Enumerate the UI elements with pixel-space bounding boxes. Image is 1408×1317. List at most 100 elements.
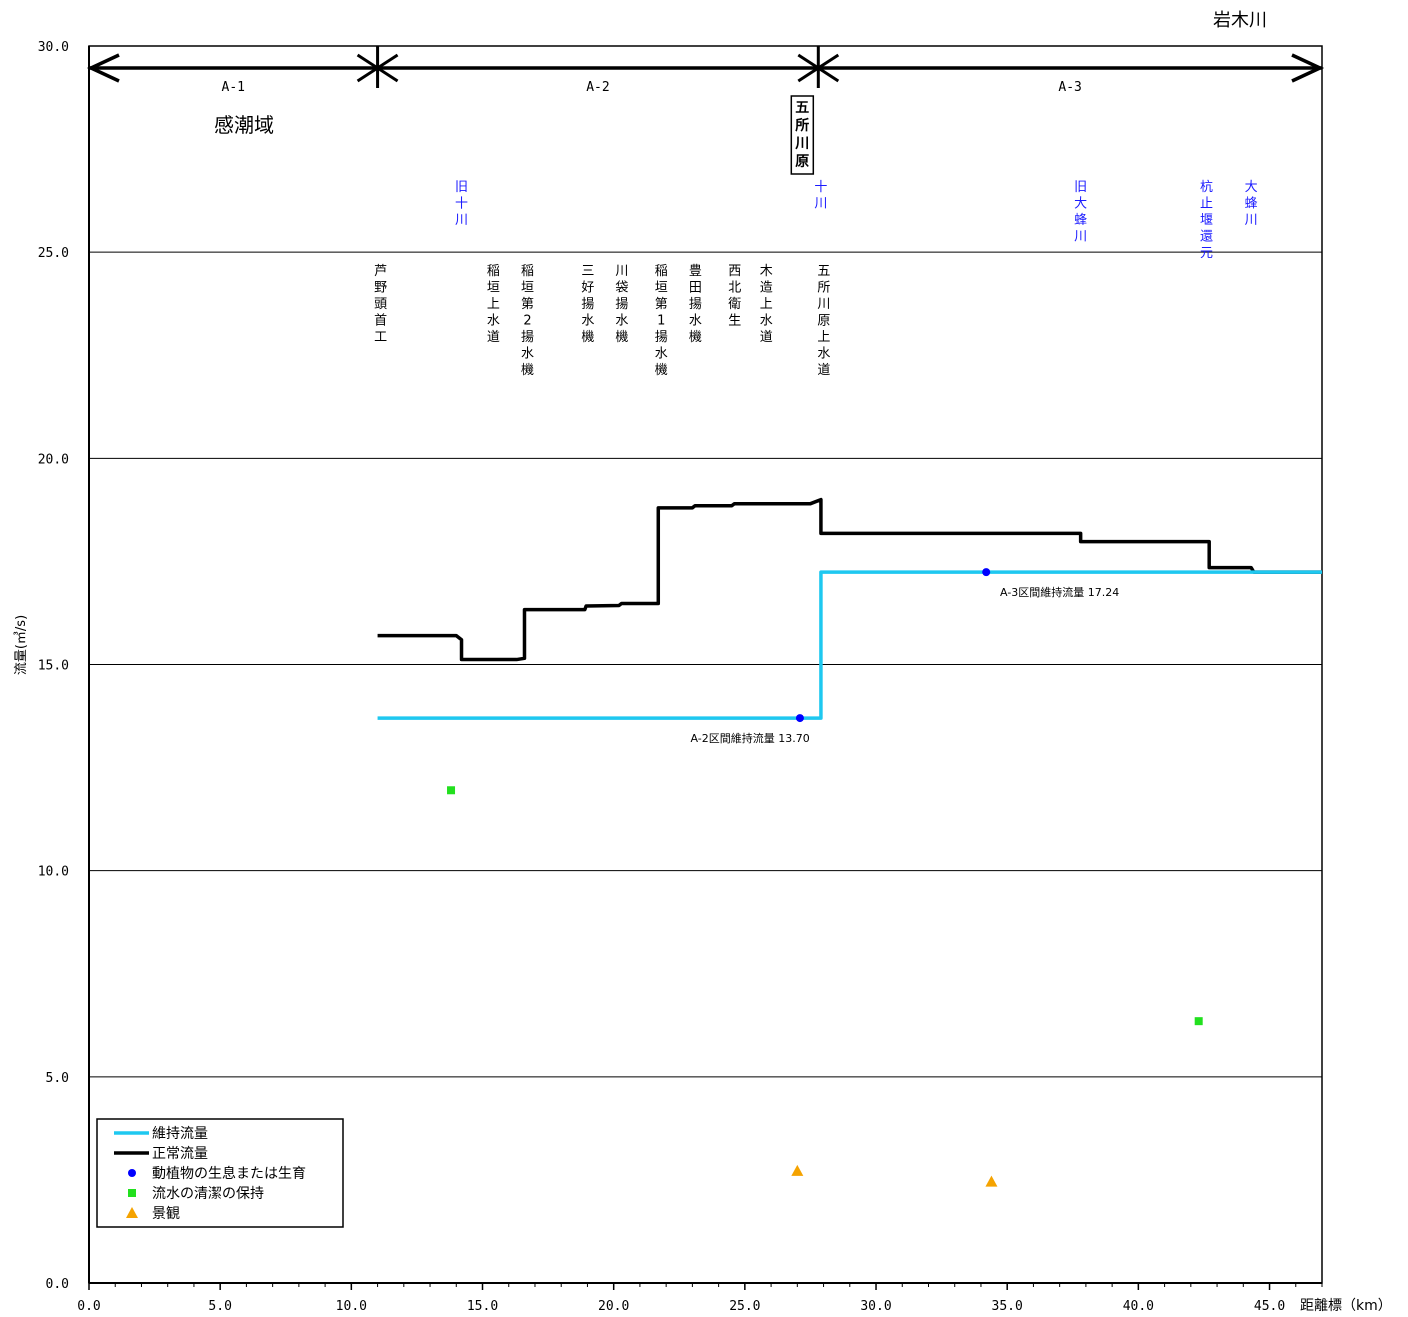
tidal-zone-label: 感潮域 [214, 113, 274, 137]
boxed-label-char: 川 [794, 136, 809, 152]
intake-label: 道 [760, 330, 773, 345]
intake-label: 稲 [521, 264, 534, 279]
tributary-label: 堰 [1200, 213, 1213, 228]
intake-label: 道 [817, 363, 830, 378]
legend-box [96, 1118, 344, 1228]
habitat-marker [795, 714, 804, 723]
x-tick-label: 20.0 [598, 1299, 629, 1314]
tributary-label: 十 [455, 197, 468, 212]
intake-label: 揚 [655, 329, 668, 345]
boxed-label-char: 原 [795, 154, 809, 170]
landscape-marker [985, 1175, 998, 1187]
intake-label: 機 [689, 330, 702, 345]
intake-label: 垣 [655, 281, 668, 296]
y-axis-label: 流量(㎥/s) [14, 615, 29, 675]
intake-label: 三 [581, 264, 594, 279]
tributary-label: 還 [1200, 230, 1213, 245]
intake-label: 西 [728, 264, 741, 279]
habitat-marker [982, 568, 991, 577]
intake-label: 垣 [487, 281, 500, 296]
tributary-label: 杭 [1200, 180, 1213, 195]
tributary-label: 蜂 [1245, 197, 1258, 212]
landscape-marker [791, 1164, 804, 1176]
intake-label: 水 [689, 314, 702, 329]
intake-label: 頭 [374, 297, 387, 312]
section-cross [797, 53, 840, 83]
boxed-label-char: 五 [795, 100, 809, 116]
section-cross [356, 53, 399, 83]
legend-entry-label: 維持流量 [152, 1126, 208, 1142]
intake-label: 揚 [615, 296, 628, 312]
intake-label: 衛 [728, 297, 741, 312]
water-quality-marker [447, 786, 456, 795]
intake-label: 上 [760, 297, 773, 312]
intake-label: 揚 [689, 296, 702, 312]
markers [447, 568, 1203, 1187]
section-arrows: A-1 A-2 A-3 [86, 46, 1325, 95]
intake-label: 木 [760, 264, 773, 279]
tributary-label: 大 [1245, 180, 1258, 195]
legend-square-swatch [128, 1189, 136, 1197]
tributary-label: 元 [1200, 246, 1213, 261]
legend-circle-swatch [128, 1169, 136, 1177]
arrow-head-right [1291, 53, 1325, 83]
intake-label: 豊 [689, 264, 702, 279]
boxed-label-frame [790, 95, 815, 175]
annotation-label: A-3区間維持流量 17.24 [1000, 585, 1119, 599]
intake-label: 生 [728, 314, 741, 329]
tributary-label: 蜂 [1074, 213, 1087, 228]
y-tick-label: 0.0 [46, 1277, 69, 1292]
grid-lines [89, 45, 1322, 1284]
tributary-label: 川 [1074, 230, 1087, 245]
intake-label: 水 [817, 347, 830, 362]
intake-label: 稲 [487, 264, 500, 279]
intake-label: 道 [487, 330, 500, 345]
section-label: A-1 [222, 80, 245, 95]
intake-label: 北 [728, 281, 741, 296]
intake-label: 機 [521, 363, 534, 378]
x-tick-label: 25.0 [729, 1299, 760, 1314]
intake-label: 上 [817, 330, 830, 345]
intake-label: 造 [760, 281, 773, 296]
intake-label: 水 [760, 314, 773, 329]
chart-title: 岩木川 [1213, 10, 1267, 31]
intake-label: 機 [655, 363, 668, 378]
legend-triangle-swatch [126, 1207, 138, 1218]
intake-label: 首 [374, 314, 387, 329]
x-tick-label: 40.0 [1123, 1299, 1154, 1314]
intake-label: 五 [817, 264, 830, 279]
intake-label: 川 [615, 264, 628, 279]
y-tick-label: 25.0 [38, 246, 69, 261]
x-axis-label: 距離標（km） [1300, 1297, 1392, 1314]
y-tick-label: 30.0 [38, 40, 69, 55]
tributary-label: 川 [455, 213, 468, 228]
series-line [377, 497, 1322, 662]
intake-label: 2 [523, 314, 531, 329]
intake-label: 工 [374, 330, 387, 345]
legend-entry-label: 流水の清潔の保持 [152, 1186, 264, 1202]
intake-label: 垣 [521, 281, 534, 296]
intake-label: 野 [374, 281, 387, 296]
x-tick-label: 10.0 [336, 1299, 367, 1314]
y-tick-label: 5.0 [46, 1071, 69, 1086]
tributary-label: 止 [1200, 197, 1213, 212]
intake-label: 第 [521, 297, 534, 312]
intake-label: 袋 [615, 281, 628, 296]
intake-label: 機 [581, 330, 594, 345]
intake-label: 機 [615, 330, 628, 345]
tributary-label: 川 [1245, 213, 1258, 228]
intake-label: 原 [817, 314, 830, 329]
intake-label: 揚 [581, 296, 594, 312]
x-tick-label: 35.0 [992, 1299, 1023, 1314]
intake-label: 稲 [655, 264, 668, 279]
intake-label: 水 [655, 347, 668, 362]
tributary-label: 十 [814, 180, 827, 195]
intake-label: 好 [581, 281, 594, 296]
legend-entry-label: 動植物の生息または生育 [152, 1165, 306, 1182]
y-tick-label: 20.0 [38, 452, 69, 467]
x-tick-label: 45.0 [1254, 1299, 1285, 1314]
x-tick-label: 15.0 [467, 1299, 498, 1314]
annotations: A-2区間維持流量 13.70 A-3区間維持流量 17.24 [690, 585, 1119, 745]
intake-label: 水 [521, 347, 534, 362]
